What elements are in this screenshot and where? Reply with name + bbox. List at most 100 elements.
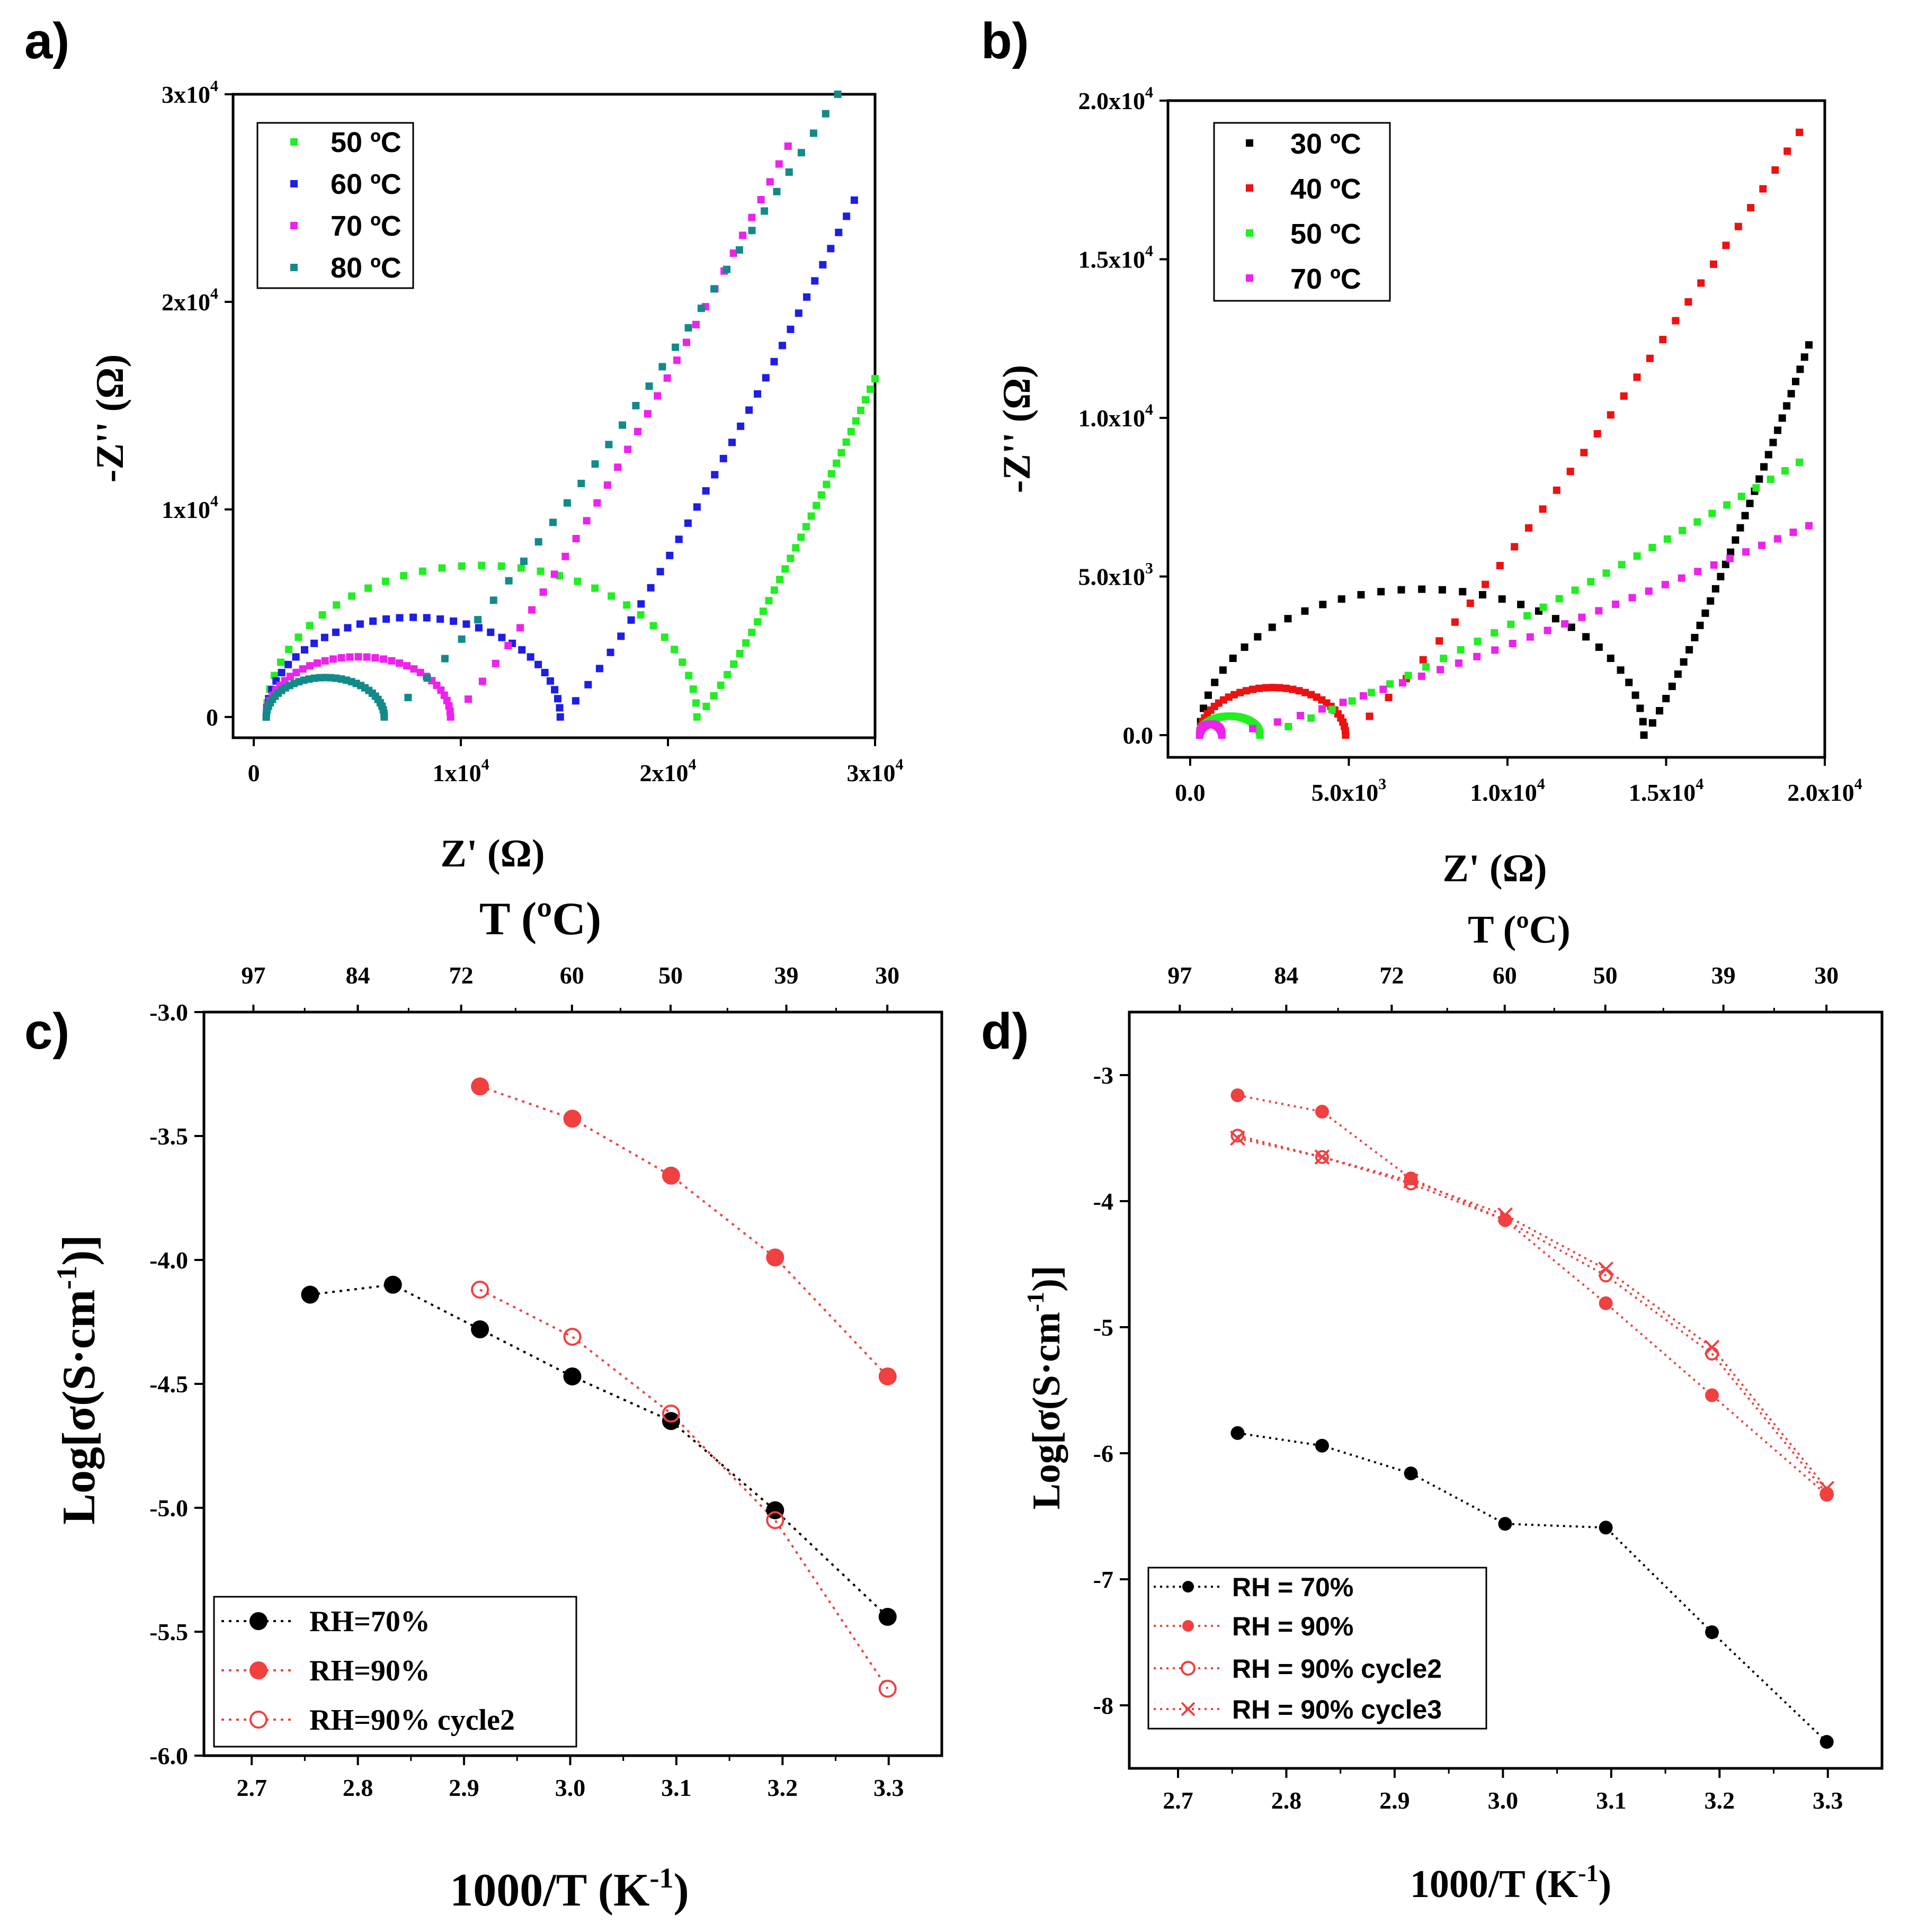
panel-b-ytick-sup: 4 (1145, 84, 1153, 101)
panel-b-point-series-0 (1517, 601, 1525, 609)
panel-a-point-series-2 (572, 534, 580, 542)
panel-b-point-series-3 (1297, 712, 1305, 720)
panel-b-point-series-1 (1342, 731, 1350, 739)
panel-a-point-series-0 (692, 699, 700, 707)
panel-b-point-series-0 (1639, 718, 1647, 726)
panel-c-top-tick-label: 60 (560, 962, 584, 989)
panel-b-point-series-3 (1789, 529, 1797, 536)
panel-b-point-series-1 (1659, 336, 1667, 344)
panel-c-top-tick-label: 50 (658, 962, 683, 989)
panel-a-point-series-1 (787, 325, 795, 333)
panel-b-point-series-0 (1254, 633, 1262, 641)
panel-c-point-series-2 (878, 1679, 897, 1698)
panel-c-point-series-1 (563, 1110, 582, 1128)
panel-a-point-series-0 (792, 544, 800, 552)
panel-a-point-series-0 (661, 633, 668, 641)
panel-a-point-series-1 (675, 535, 683, 543)
panel-c-top-tick-label: 30 (875, 962, 899, 989)
panel-d-xtick-label: 3.1 (1596, 1787, 1627, 1814)
panel-a-point-series-0 (842, 438, 850, 446)
panel-c-point-series-2 (471, 1281, 489, 1299)
panel-a-point-series-1 (819, 261, 827, 269)
panel-a-ytick-base: 1x10 (162, 496, 210, 523)
legend-b-70c-marker (1246, 274, 1253, 282)
panel-a-point-series-3 (563, 499, 571, 507)
panel-a-point-series-2 (354, 653, 362, 661)
legend-a-50c: 50 ºC (331, 127, 402, 158)
legend-d-rh90c2-marker (1181, 1661, 1196, 1676)
panel-c-top-xlabel: T (ºC) (479, 893, 601, 945)
panel-a-point-series-1 (811, 277, 819, 285)
panel-d-xlabel-tail: ) (1598, 1863, 1611, 1906)
panel-a-point-series-0 (765, 597, 773, 605)
panel-b-xtick-label: 5.0x103 (1312, 775, 1387, 806)
panel-a-point-series-1 (320, 633, 328, 641)
panel-c-point-series-1 (662, 1166, 680, 1185)
panel-b-point-series-0 (1582, 633, 1590, 641)
panel-b-point-series-1 (1646, 354, 1654, 362)
panel-a-xtick-base: 0 (248, 759, 260, 786)
panel-b-point-series-3 (1526, 633, 1534, 641)
panel-a-point-series-2 (766, 178, 774, 186)
panel-b-ytick-label: 2.0x104 (1078, 84, 1154, 114)
panel-c-xtick-label: 2.7 (236, 1774, 267, 1801)
legend-a-80c: 80 ºC (331, 252, 402, 284)
panel-b-ytick-sup: 4 (1145, 243, 1153, 260)
panel-a-xtick-label: 1x104 (433, 756, 489, 786)
panel-b-point-series-0 (1211, 678, 1219, 686)
panel-d-legend-box (1147, 1567, 1487, 1730)
panel-d-point-series-2 (1315, 1150, 1329, 1164)
panel-a-point-series-1 (284, 660, 292, 668)
legend-d-rh90c2: RH = 90% cycle2 (1232, 1654, 1442, 1684)
panel-d-point-series-2 (1599, 1268, 1613, 1283)
panel-b-legend-box (1213, 122, 1391, 302)
panel-d-top-tick-label: 30 (1814, 962, 1839, 989)
panel-b-legend: 30 ºC 40 ºC 50 ºC 70 ºC (1213, 122, 1391, 302)
panel-b-point-series-3 (1218, 731, 1226, 739)
panel-c-point-series-2 (766, 1511, 784, 1529)
panel-b-point-series-1 (1734, 222, 1742, 230)
panel-d-ytick-label: -5 (1093, 1314, 1113, 1341)
panel-d-ytick-label: -6 (1093, 1440, 1113, 1467)
panel-a-point-series-2 (299, 665, 307, 673)
panel-a-point-series-1 (693, 503, 701, 511)
panel-b-point-series-0 (1746, 499, 1754, 507)
panel-a-point-series-0 (717, 681, 725, 689)
legend-b-40c: 40 ºC (1290, 173, 1361, 205)
panel-a-point-series-0 (807, 512, 815, 520)
panel-b-point-series-1 (1466, 600, 1474, 607)
panel-b-point-series-2 (1796, 458, 1804, 466)
panel-d-top-tick-label: 97 (1167, 962, 1192, 989)
panel-c-ytick-label: -4.0 (149, 1247, 188, 1274)
panel-a-point-series-0 (318, 611, 326, 619)
panel-a-point-series-2 (388, 657, 396, 665)
panel-a-point-series-2 (784, 142, 792, 150)
panel-a-point-series-1 (684, 519, 692, 527)
panel-b-point-series-0 (1760, 463, 1768, 471)
panel-c-xlabel: 1000/T (K-1) (450, 1862, 689, 1916)
panel-c-legend: RH=70% RH=90% RH=90% cycle2 (213, 1596, 577, 1748)
panel-d-ylabel-sup: -1 (1022, 1292, 1049, 1312)
panel-b-point-series-1 (1672, 317, 1680, 325)
panel-b-point-series-2 (1404, 672, 1412, 679)
legend-b-30c-marker (1246, 139, 1253, 147)
panel-b-point-series-3 (1417, 672, 1425, 680)
panel-b-point-series-0 (1478, 591, 1486, 599)
panel-b-xtick-base: 1.0x10 (1470, 779, 1537, 806)
panel-d-point-series-3 (1314, 1149, 1330, 1165)
panel-b-point-series-1 (1796, 128, 1804, 136)
panel-a-point-series-3 (605, 441, 613, 449)
panel-a-point-series-3 (785, 168, 793, 176)
panel-a-point-series-3 (549, 518, 557, 526)
legend-a-60c-marker (290, 180, 298, 187)
panel-a-ytick-label: 1x104 (162, 493, 218, 523)
panel-a-point-series-1 (534, 660, 542, 668)
panel-a-point-series-0 (857, 406, 865, 414)
panel-b-point-series-2 (1307, 714, 1315, 722)
panel-a-point-series-3 (380, 713, 388, 721)
panel-c-ticks: 2.7 2.8 2.9 3.0 3.1 3.2 3.3 -6.0 -5.5 -5.0 -4.5 -4.… (149, 962, 904, 1801)
panel-a-point-series-2 (403, 662, 411, 670)
panel-b-point-series-0 (1418, 585, 1426, 593)
panel-c-xlabel-main: 1000/T (K (450, 1865, 649, 1916)
